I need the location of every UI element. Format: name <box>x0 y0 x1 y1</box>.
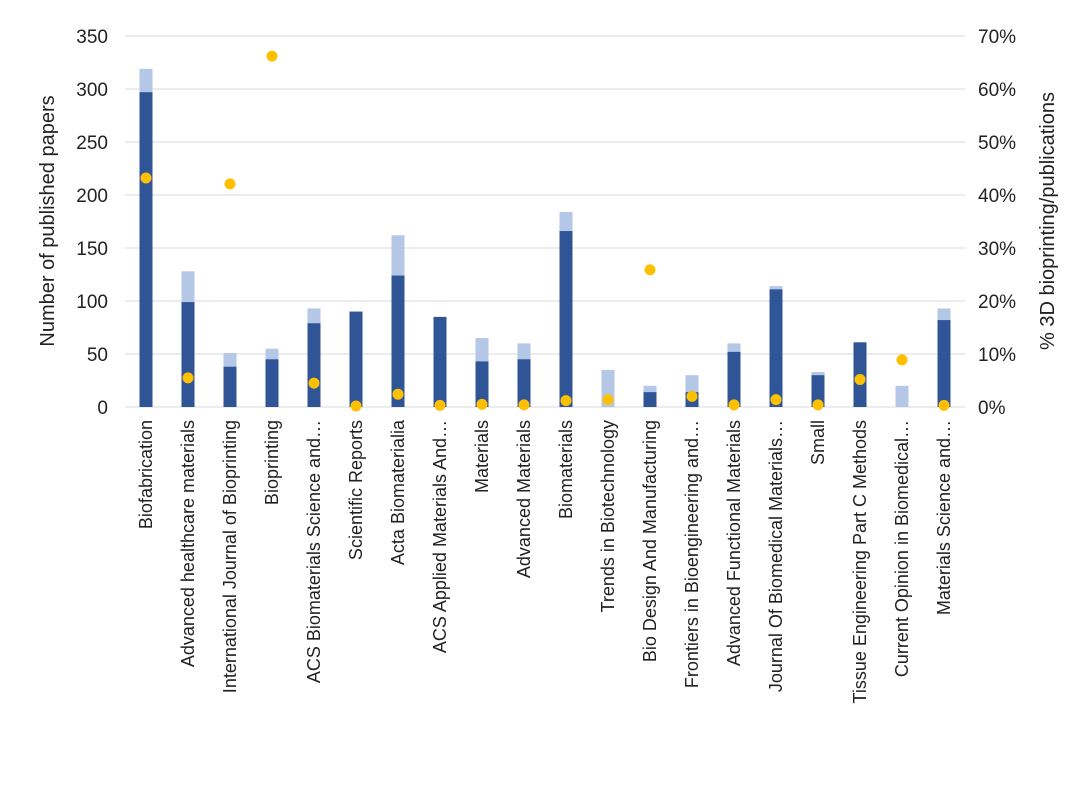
category-label: Journal Of Biomedical Materials… <box>766 420 786 692</box>
gridlines <box>125 35 965 408</box>
category-label: ACS Applied Materials And… <box>430 420 450 653</box>
percentage-point <box>938 399 950 411</box>
bar-bioprinting <box>811 375 825 407</box>
y-tick-label: 350 <box>76 27 108 48</box>
right-axis-ticks: 0% 10% 20% 30% 40% 50% 60% 70% <box>978 27 1016 419</box>
percentage-point <box>266 50 278 62</box>
y2-tick-label: 40% <box>978 186 1016 207</box>
percentage-point <box>434 399 446 411</box>
category-label: International Journal of Bioprinting <box>220 420 240 693</box>
y-tick-label: 0 <box>97 398 108 419</box>
category-label: Frontiers in Bioengineering and… <box>682 420 702 688</box>
percentage-point <box>224 178 236 190</box>
y2-axis-title: % 3D bioprinting/publications <box>1037 92 1059 350</box>
percentage-point <box>896 354 908 366</box>
percentage-point <box>770 394 782 406</box>
bar-bioprinting <box>391 275 405 407</box>
category-label: Scientific Reports <box>346 420 366 560</box>
category-labels: Biofabrication Advanced healthcare materi… <box>136 419 954 703</box>
category-label: Advanced Materials <box>514 420 534 578</box>
bar-bioprinting <box>517 359 531 407</box>
category-label: Advanced Functional Materials <box>724 420 744 666</box>
y-tick-label: 50 <box>87 345 108 366</box>
y-tick-label: 150 <box>76 239 108 260</box>
bioprinting-bars <box>139 92 951 408</box>
left-axis-ticks: 0 50 100 150 200 250 300 350 <box>76 27 108 419</box>
bar-bioprinting <box>769 289 783 407</box>
category-label: Tissue Engineering Part C Methods <box>850 420 870 703</box>
percentage-point <box>476 398 488 410</box>
percentage-point <box>392 388 404 400</box>
percentage-point <box>854 373 866 385</box>
y2-tick-label: 20% <box>978 292 1016 313</box>
percentage-point <box>728 399 740 411</box>
bar-bioprinting <box>727 351 741 407</box>
y-tick-label: 100 <box>76 292 108 313</box>
bar-bioprinting <box>223 366 237 407</box>
bar-bioprinting <box>937 320 951 407</box>
y2-tick-label: 10% <box>978 345 1016 366</box>
category-label: Materials <box>472 420 492 493</box>
category-label: Bioprinting <box>262 420 282 505</box>
bar-bioprinting <box>307 323 321 407</box>
percentage-point <box>308 377 320 389</box>
bar-total <box>895 385 909 407</box>
y-axis-title: Number of published papers <box>37 95 59 346</box>
category-label: Trends in Biotechnology <box>598 420 618 612</box>
category-label: Acta Biomaterialia <box>388 419 408 565</box>
bar-bioprinting <box>643 392 657 407</box>
y2-tick-label: 30% <box>978 239 1016 260</box>
percentage-point <box>560 395 572 407</box>
category-label: Biomaterials <box>556 420 576 519</box>
bar-bioprinting <box>475 361 489 407</box>
category-label: Small <box>808 420 828 465</box>
percentage-point <box>644 264 656 276</box>
y-tick-label: 200 <box>76 186 108 207</box>
category-label: Advanced healthcare materials <box>178 420 198 667</box>
category-label: Current Opinion in Biomedical… <box>892 420 912 677</box>
percentage-point <box>518 399 530 411</box>
y2-tick-label: 70% <box>978 27 1016 48</box>
percentage-point <box>140 172 152 184</box>
percentage-point <box>686 390 698 402</box>
percentage-point <box>602 394 614 406</box>
y-tick-label: 250 <box>76 133 108 154</box>
percentage-point <box>350 400 362 412</box>
bar-bioprinting <box>139 92 153 408</box>
category-label: Bio Design And Manufacturing <box>640 420 660 662</box>
bar-bioprinting <box>433 316 447 407</box>
y-tick-label: 300 <box>76 80 108 101</box>
percentage-points <box>140 50 950 412</box>
bar-bioprinting <box>559 231 573 407</box>
category-label: Biofabrication <box>136 420 156 529</box>
category-label: ACS Biomaterials Science and… <box>304 420 324 683</box>
bar-bioprinting <box>265 359 279 407</box>
total-bars <box>139 68 951 408</box>
bar-bioprinting <box>181 302 195 407</box>
percentage-point <box>812 399 824 411</box>
y2-tick-label: 60% <box>978 80 1016 101</box>
y2-tick-label: 50% <box>978 133 1016 154</box>
bar-bioprinting <box>349 311 363 407</box>
y2-tick-label: 0% <box>978 398 1006 419</box>
category-label: Materials Science and… <box>934 420 954 615</box>
percentage-point <box>182 372 194 384</box>
